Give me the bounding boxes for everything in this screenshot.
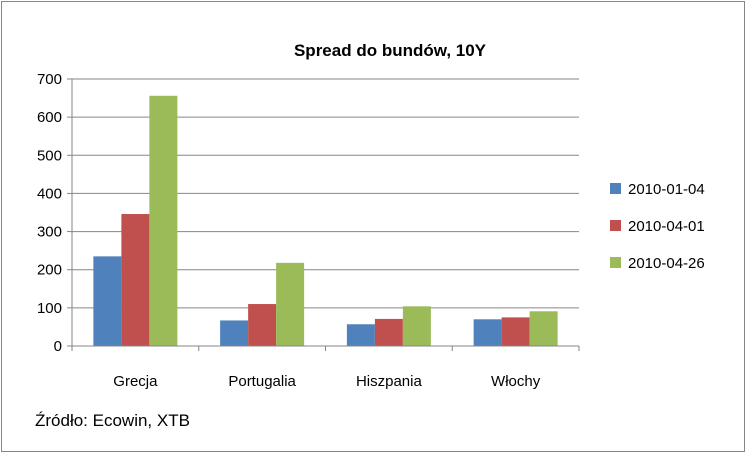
y-tick-label: 200 (37, 262, 62, 279)
legend: 2010-01-04 2010-04-01 2010-04-26 (610, 181, 705, 272)
legend-label: 2010-04-01 (628, 218, 705, 235)
bar (529, 311, 558, 346)
y-tick-label: 100 (37, 300, 62, 317)
legend-swatch (610, 183, 621, 194)
x-tick-label: Hiszpania (356, 373, 423, 390)
y-tick-label: 600 (37, 109, 62, 126)
bar (501, 317, 530, 346)
bar (220, 320, 249, 346)
bar (248, 304, 277, 346)
legend-label: 2010-04-26 (628, 255, 705, 272)
x-tick-label: Portugalia (228, 373, 296, 390)
bar (346, 324, 375, 346)
y-tick-label: 400 (37, 185, 62, 202)
x-axis-ticks: Grecja Portugalia Hiszpania Włochy (71, 346, 580, 390)
y-tick-label: 0 (54, 338, 62, 355)
source-note: Źródło: Ecowin, XTB (35, 411, 190, 430)
bar (93, 256, 122, 346)
bar (149, 95, 178, 346)
bar (276, 262, 305, 346)
bar (473, 319, 502, 346)
legend-label: 2010-01-04 (628, 181, 705, 198)
y-axis-ticks: 0 100 200 300 400 500 600 700 (37, 71, 72, 355)
chart-title: Spread do bundów, 10Y (294, 41, 487, 60)
bar (402, 306, 431, 346)
legend-swatch (610, 257, 621, 268)
y-tick-label: 300 (37, 224, 62, 241)
x-tick-label: Włochy (491, 373, 541, 390)
y-tick-label: 700 (37, 71, 62, 88)
x-tick-label: Grecja (113, 373, 158, 390)
bar (374, 318, 403, 346)
legend-swatch (610, 220, 621, 231)
y-tick-label: 500 (37, 147, 62, 164)
bars (93, 95, 558, 346)
bar (121, 214, 150, 346)
